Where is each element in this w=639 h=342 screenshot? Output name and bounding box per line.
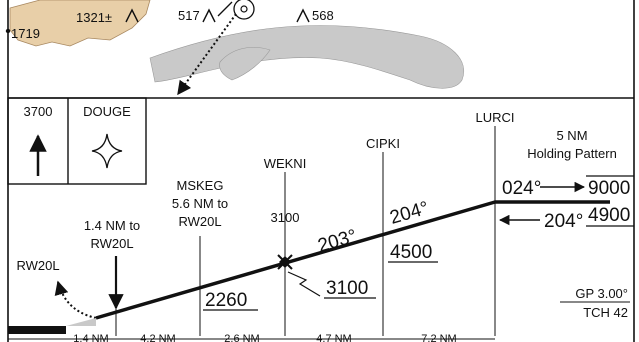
elevation-517: 517 <box>178 8 200 23</box>
runway-label: RW20L <box>16 258 59 273</box>
distance-seg-1: 1.4 NM <box>73 333 108 342</box>
plan-view: 1719 1321± 517 568 <box>5 0 464 96</box>
mskeg-altitude: 2260 <box>205 290 247 311</box>
elevation-568: 568 <box>312 8 334 23</box>
river-branch <box>219 47 271 81</box>
river-area <box>149 25 464 89</box>
terrain-area <box>9 0 151 47</box>
fix-label-lurci: LURCI <box>475 110 514 125</box>
course-203: 203° <box>316 226 360 257</box>
mskeg-runway: RW20L <box>178 214 221 229</box>
navaid-icon <box>233 0 255 20</box>
threshold-fix-distance: 1.4 NM to <box>84 218 140 233</box>
cipki-min-altitude: 4500 <box>390 242 432 263</box>
missed-approach-path <box>54 280 97 319</box>
distance-seg-2: 4.2 NM <box>140 333 175 342</box>
minimums-box: 3700 DOUGE <box>7 97 147 185</box>
waypoint-star-icon <box>91 133 123 169</box>
distance-scale: 1.4 NM 4.2 NM 2.6 NM 4.7 NM 7.2 NM <box>8 333 495 342</box>
mskeg-distance: 5.6 NM to <box>172 196 228 211</box>
elevation-1719: 1719 <box>11 26 40 41</box>
wekni-altitude: 3100 <box>271 210 300 225</box>
runway-bar <box>8 326 66 334</box>
wekni-fix-marker <box>277 254 293 270</box>
fix-label-cipki: CIPKI <box>366 136 400 151</box>
fix-name-douge: DOUGE <box>83 104 131 119</box>
obstacle-icon <box>296 8 310 23</box>
distance-seg-3: 2.6 NM <box>224 333 259 342</box>
obstacle-icon <box>202 8 216 23</box>
inbound-course: 204° <box>544 211 583 232</box>
descent-profile: 203° 204° <box>95 198 610 320</box>
holding-label: Holding Pattern <box>527 146 617 161</box>
outbound-course: 024° <box>502 178 541 199</box>
threshold-fix-runway: RW20L <box>90 236 133 251</box>
elevation-1321: 1321± <box>76 10 112 25</box>
lightning-leader <box>287 271 321 297</box>
holding-distance: 5 NM <box>556 128 587 143</box>
glidepath-angle: GP 3.00° <box>575 286 628 301</box>
distance-seg-4: 4.7 NM <box>316 333 351 342</box>
msa-altitude: 3700 <box>24 104 53 119</box>
distance-seg-5: 7.2 NM <box>421 333 456 342</box>
runway-threshold-shading <box>66 318 96 326</box>
altitude-max: 9000 <box>588 178 630 199</box>
threshold-crossing-height: TCH 42 <box>583 305 628 320</box>
altitude-min: 4900 <box>588 205 630 226</box>
fix-label-wekni: WEKNI <box>264 156 307 171</box>
obstacle-icon <box>125 8 139 23</box>
fix-label-mskeg: MSKEG <box>177 178 224 193</box>
wekni-crossing-altitude: 3100 <box>326 278 368 299</box>
course-line <box>177 13 237 96</box>
